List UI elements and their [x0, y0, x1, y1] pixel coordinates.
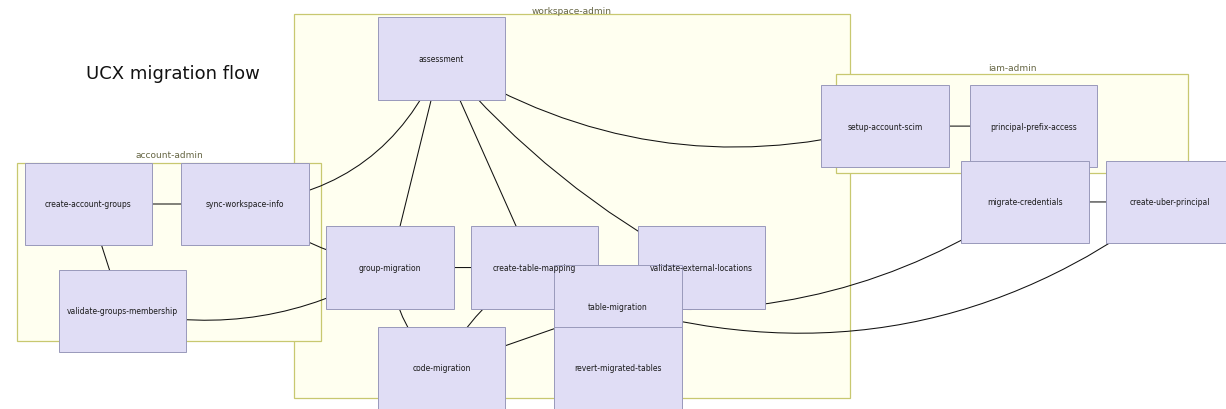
- FancyBboxPatch shape: [59, 270, 186, 352]
- Text: table-migration: table-migration: [588, 302, 647, 311]
- Text: iam-admin: iam-admin: [988, 64, 1036, 73]
- Text: code-migration: code-migration: [412, 364, 471, 373]
- Text: create-account-groups: create-account-groups: [45, 200, 131, 209]
- FancyBboxPatch shape: [378, 327, 505, 409]
- Text: workspace-admin: workspace-admin: [532, 7, 612, 16]
- FancyBboxPatch shape: [961, 162, 1089, 243]
- Text: migrate-credentials: migrate-credentials: [987, 198, 1063, 207]
- FancyBboxPatch shape: [638, 227, 765, 309]
- FancyBboxPatch shape: [378, 18, 505, 100]
- FancyBboxPatch shape: [326, 227, 454, 309]
- Text: validate-external-locations: validate-external-locations: [650, 263, 753, 272]
- Text: setup-account-scim: setup-account-scim: [847, 122, 923, 131]
- Text: assessment: assessment: [418, 55, 465, 64]
- Text: UCX migration flow: UCX migration flow: [86, 65, 260, 83]
- FancyBboxPatch shape: [17, 164, 321, 342]
- Text: account-admin: account-admin: [135, 151, 204, 160]
- FancyBboxPatch shape: [821, 86, 949, 168]
- Text: validate-groups-membership: validate-groups-membership: [67, 306, 178, 315]
- FancyBboxPatch shape: [554, 327, 682, 409]
- Text: create-uber-principal: create-uber-principal: [1129, 198, 1210, 207]
- FancyBboxPatch shape: [294, 15, 850, 398]
- Text: principal-prefix-access: principal-prefix-access: [991, 122, 1076, 131]
- Text: create-table-mapping: create-table-mapping: [493, 263, 576, 272]
- FancyBboxPatch shape: [554, 266, 682, 348]
- Text: group-migration: group-migration: [359, 263, 421, 272]
- FancyBboxPatch shape: [181, 164, 309, 245]
- Text: revert-migrated-tables: revert-migrated-tables: [574, 364, 662, 373]
- FancyBboxPatch shape: [1106, 162, 1226, 243]
- FancyBboxPatch shape: [970, 86, 1097, 168]
- FancyBboxPatch shape: [836, 75, 1188, 174]
- FancyBboxPatch shape: [471, 227, 598, 309]
- Text: sync-workspace-info: sync-workspace-info: [206, 200, 284, 209]
- FancyBboxPatch shape: [25, 164, 152, 245]
